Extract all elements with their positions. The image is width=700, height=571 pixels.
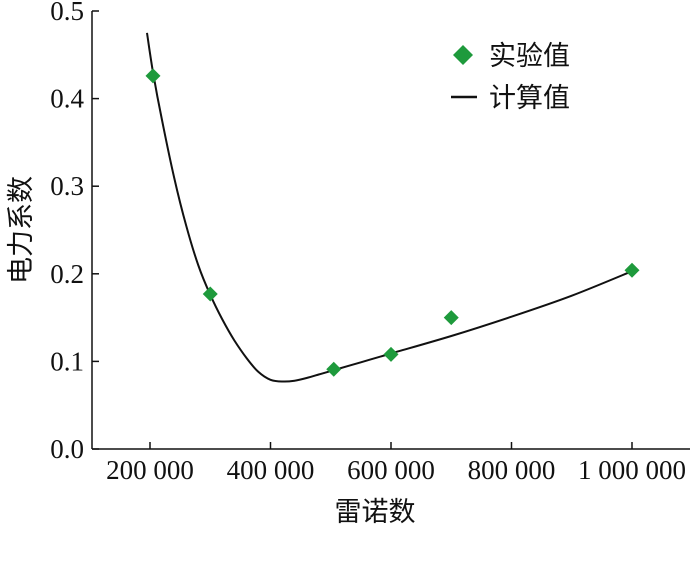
data-point-experimental — [145, 68, 161, 84]
x-axis-ticks: 200 000 400 000 600 000 800 000 1 000 000 — [106, 442, 686, 485]
data-point-experimental — [624, 262, 640, 278]
y-axis-title: 电力系数 — [6, 176, 37, 284]
data-point-experimental — [443, 310, 459, 326]
x-tick-label: 200 000 — [106, 455, 194, 485]
legend-item-calculated: 计算值 — [451, 83, 570, 114]
y-axis-ticks: 0.0 0.1 0.2 0.3 0.4 0.5 — [50, 0, 99, 464]
y-tick-label: 0.4 — [50, 84, 84, 114]
x-tick-label: 600 000 — [347, 455, 435, 485]
x-tick-label: 1 000 000 — [578, 455, 686, 485]
legend-item-experimental: 实验值 — [453, 41, 570, 72]
y-tick-label: 0.0 — [50, 434, 84, 464]
plot-area: 0.0 0.1 0.2 0.3 0.4 0.5 200 000 400 000 600 000… — [50, 0, 690, 485]
series-line-calculated — [146, 32, 633, 383]
y-tick-label: 0.1 — [50, 346, 84, 376]
y-tick-label: 0.5 — [50, 0, 84, 26]
legend-diamond-marker — [453, 45, 473, 65]
legend: 实验值 计算值 — [451, 41, 570, 114]
data-point-experimental — [383, 346, 399, 362]
y-tick-label: 0.2 — [50, 259, 84, 289]
x-tick-label: 800 000 — [468, 455, 556, 485]
x-axis-title: 雷诺数 — [335, 497, 416, 528]
series-layer — [145, 32, 640, 383]
data-point-experimental — [326, 361, 342, 377]
x-tick-label: 400 000 — [227, 455, 315, 485]
legend-label-calculated: 计算值 — [489, 83, 570, 114]
legend-label-experimental: 实验值 — [489, 41, 570, 72]
y-tick-label: 0.3 — [50, 171, 84, 201]
data-point-experimental — [202, 286, 218, 302]
